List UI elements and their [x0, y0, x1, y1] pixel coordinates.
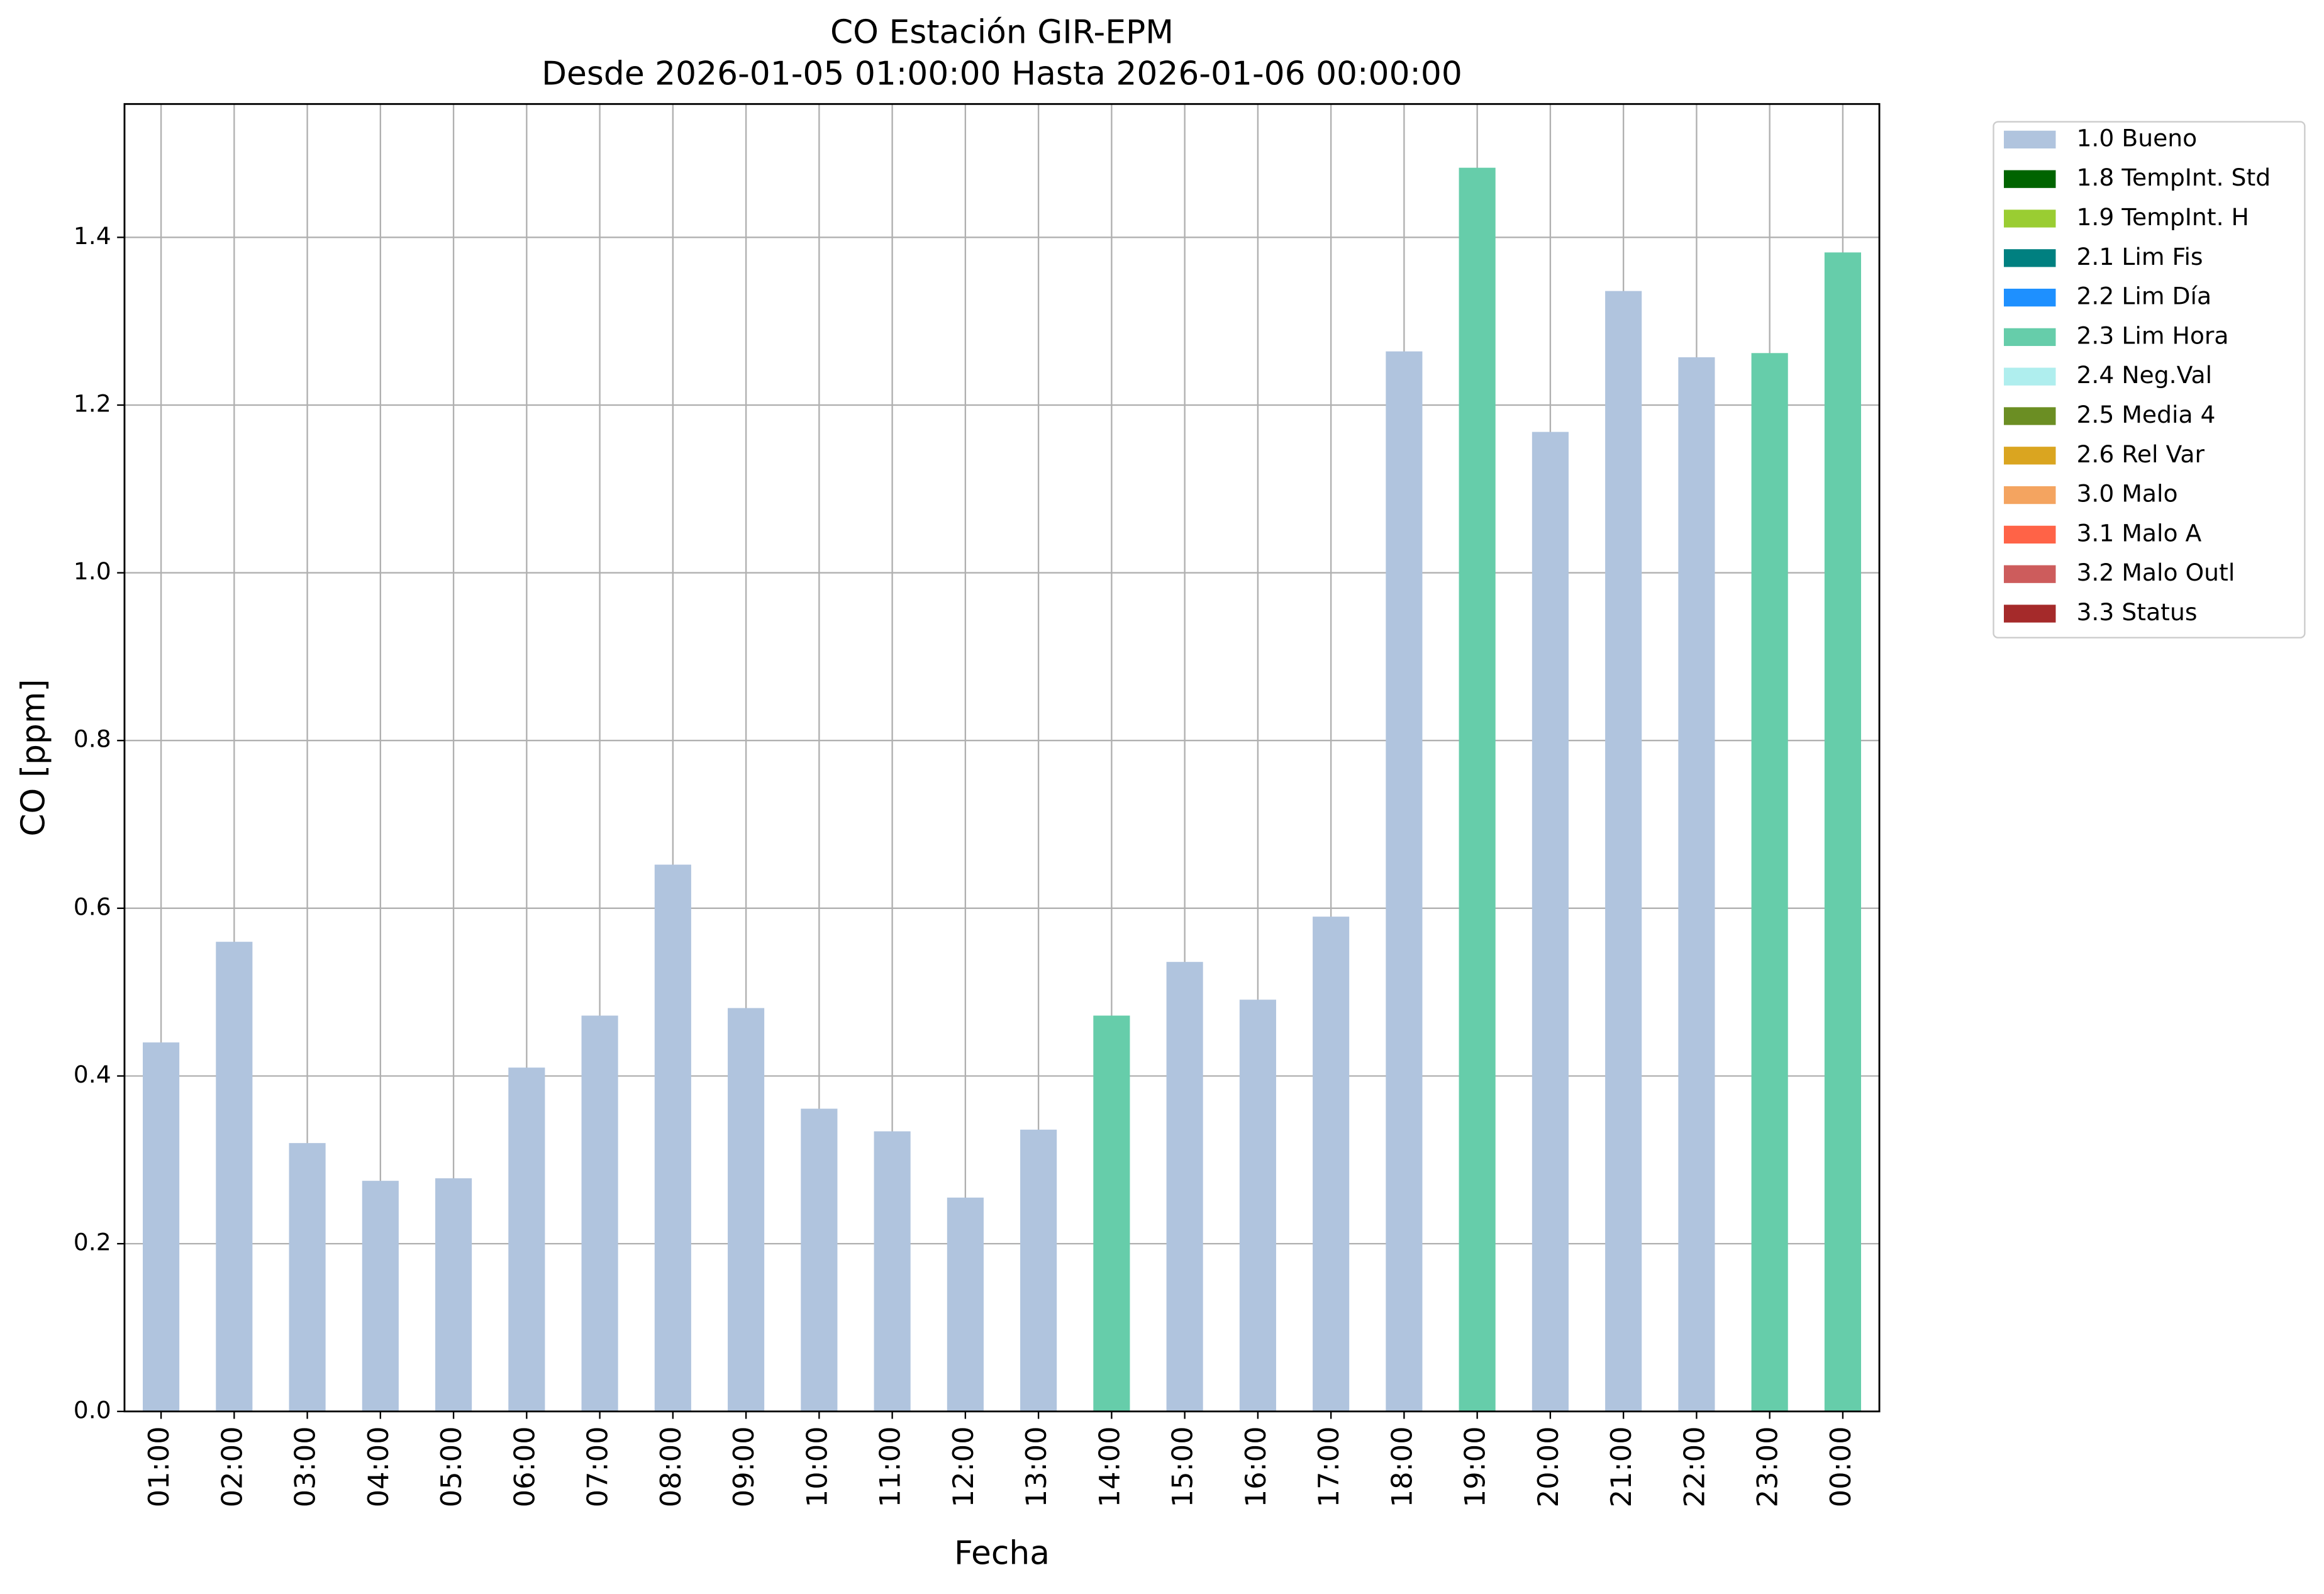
legend-label: 2.1 Lim Fis [2076, 243, 2203, 270]
bar [1239, 1000, 1276, 1412]
legend-label: 2.3 Lim Hora [2076, 321, 2228, 349]
bar [1166, 962, 1203, 1412]
x-axis-label: Fecha [954, 1534, 1050, 1572]
legend-box [1993, 121, 2306, 638]
legend-label: 2.6 Rel Var [2076, 440, 2204, 468]
bar [289, 1143, 326, 1412]
y-tick-label: 1.4 [74, 222, 111, 250]
bar [581, 1015, 618, 1412]
bar [874, 1131, 911, 1412]
bar [508, 1067, 545, 1412]
bar [362, 1181, 399, 1412]
y-tick-label: 0.8 [74, 725, 111, 753]
x-tick-label: 22:00 [1677, 1426, 1711, 1507]
x-tick-label: 19:00 [1459, 1426, 1492, 1507]
x-tick-label: 20:00 [1532, 1426, 1565, 1507]
bar [1751, 353, 1788, 1412]
chart-subtitle: Desde 2026-01-05 01:00:00 Hasta 2026-01-… [542, 55, 1462, 93]
x-tick-label: 13:00 [1020, 1426, 1053, 1507]
x-tick-label: 21:00 [1604, 1426, 1638, 1507]
legend-label: 3.2 Malo Outl [2076, 559, 2235, 586]
legend-swatch [2003, 170, 2056, 188]
bar [143, 1042, 180, 1412]
x-tick-label: 06:00 [508, 1426, 541, 1507]
legend-swatch [2003, 249, 2056, 267]
x-tick-label: 05:00 [435, 1426, 468, 1507]
bar [1093, 1015, 1130, 1412]
legend-swatch [2003, 447, 2056, 465]
bar [801, 1108, 838, 1412]
legend-swatch [2003, 486, 2056, 504]
legend-swatch [2003, 565, 2056, 583]
bar [435, 1178, 472, 1412]
bar [1824, 252, 1861, 1412]
x-tick-label: 00:00 [1824, 1426, 1857, 1507]
bar [1532, 432, 1569, 1412]
legend-swatch [2003, 288, 2056, 307]
legend-label: 2.5 Media 4 [2076, 401, 2215, 428]
x-tick-label: 07:00 [581, 1426, 614, 1507]
bar [1678, 357, 1715, 1412]
y-tick-label: 1.2 [74, 389, 111, 417]
x-tick-label: 11:00 [874, 1426, 907, 1507]
legend-swatch [2003, 209, 2056, 228]
x-tick-label: 16:00 [1239, 1426, 1272, 1507]
legend-swatch [2003, 407, 2056, 425]
x-tick-label: 18:00 [1385, 1426, 1418, 1507]
y-tick-label: 0.6 [74, 893, 111, 920]
x-tick-label: 03:00 [289, 1426, 322, 1507]
bar [1020, 1129, 1057, 1412]
legend-label: 3.0 Malo [2076, 480, 2177, 508]
x-tick-label: 08:00 [654, 1426, 687, 1507]
y-tick-label: 0.2 [74, 1229, 111, 1256]
bar [654, 864, 691, 1412]
legend-label: 3.1 Malo A [2076, 519, 2201, 547]
x-tick-label: 23:00 [1751, 1426, 1784, 1507]
x-tick-label: 15:00 [1166, 1426, 1199, 1507]
legend-swatch [2003, 605, 2056, 623]
bar [1459, 167, 1496, 1412]
bar [216, 942, 253, 1412]
x-tick-label: 14:00 [1093, 1426, 1126, 1507]
y-axis-label: CO [ppm] [15, 679, 53, 836]
x-tick-label: 10:00 [800, 1426, 833, 1507]
legend-label: 2.4 Neg.Val [2076, 361, 2212, 389]
x-tick-label: 04:00 [362, 1426, 395, 1507]
legend-label: 1.9 TempInt. H [2076, 203, 2249, 231]
y-tick-label: 1.0 [74, 557, 111, 585]
bar [1386, 351, 1423, 1412]
x-tick-label: 02:00 [215, 1426, 248, 1507]
legend-swatch [2003, 367, 2056, 386]
bar [1313, 917, 1350, 1412]
legend-swatch [2003, 130, 2056, 149]
bar [1605, 291, 1642, 1412]
y-tick-label: 0.0 [74, 1396, 111, 1424]
legend-label: 2.2 Lim Día [2076, 282, 2211, 310]
x-tick-label: 12:00 [947, 1426, 980, 1507]
x-tick-label: 09:00 [727, 1426, 760, 1507]
chart-title: CO Estación GIR-EPM [830, 14, 1174, 52]
bar [947, 1197, 984, 1412]
bar [728, 1008, 765, 1412]
x-tick-label: 17:00 [1312, 1426, 1345, 1507]
legend-label: 1.8 TempInt. Std [2076, 164, 2271, 191]
legend-swatch [2003, 328, 2056, 347]
legend-label: 3.3 Status [2076, 598, 2197, 626]
legend-swatch [2003, 525, 2056, 544]
y-tick-label: 0.4 [74, 1061, 111, 1088]
x-tick-label: 01:00 [142, 1426, 175, 1507]
legend-label: 1.0 Bueno [2076, 124, 2197, 152]
plot-frame [123, 103, 1881, 1413]
